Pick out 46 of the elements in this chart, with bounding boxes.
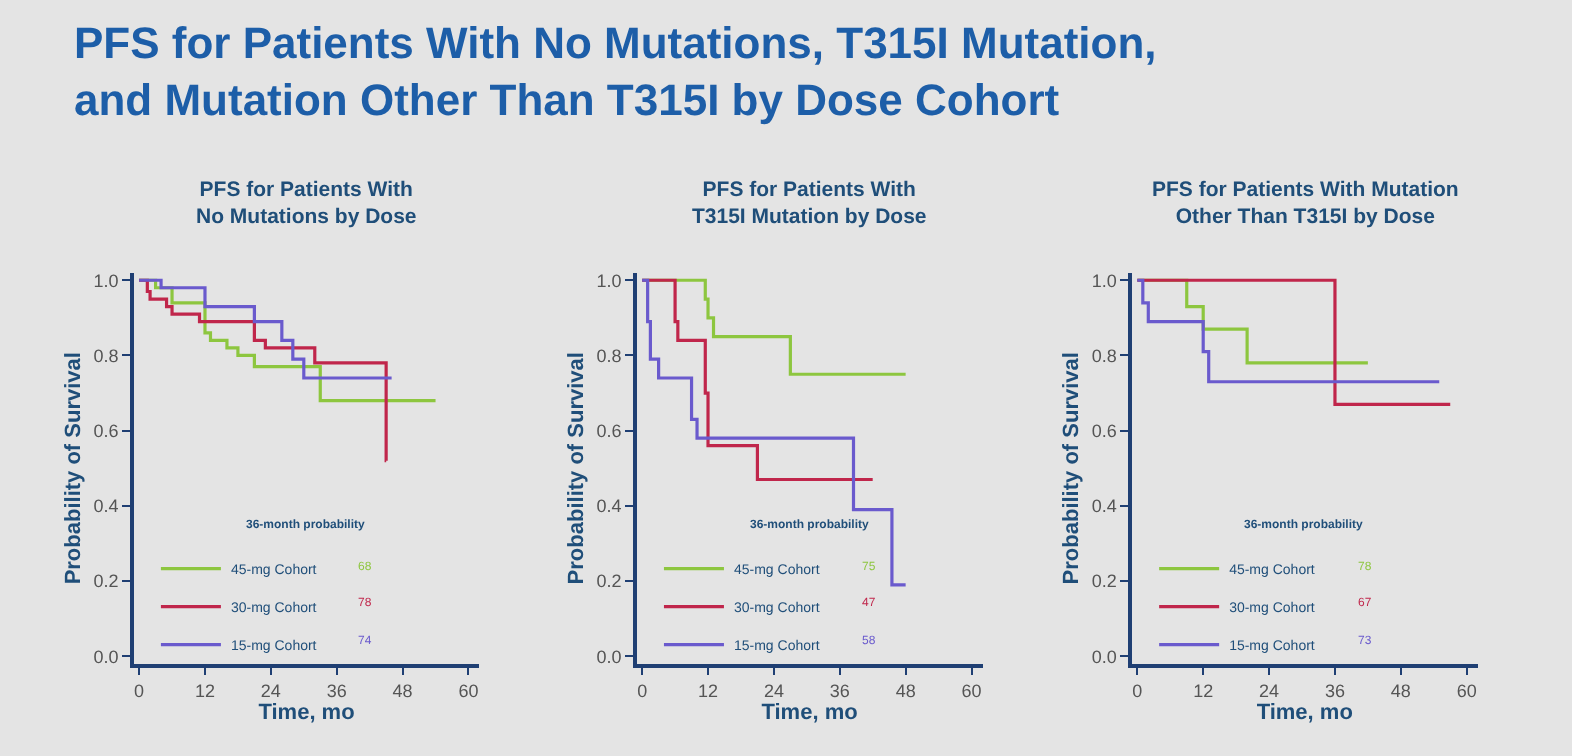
chart-title: PFS for Patients With No Mutations by Dose <box>196 178 417 230</box>
y-tick-label: 0.2 <box>596 571 622 592</box>
x-tick-label: 12 <box>1193 680 1214 701</box>
x-tick-label: 60 <box>1456 680 1477 701</box>
x-tick-label: 0 <box>1132 680 1143 701</box>
x-axis-title: Time, mo <box>761 700 859 725</box>
x-tick-label: 0 <box>134 680 145 701</box>
y-tick-label: 0.0 <box>1091 646 1117 667</box>
chart-title: PFS for Patients With Mutation Other Than T315I by Dose <box>1152 178 1459 230</box>
x-tick-label: 48 <box>392 680 413 701</box>
x-axis-title: Time, mo <box>1256 700 1354 725</box>
y-tick-label: 0.0 <box>93 646 119 667</box>
x-tick-label: 60 <box>961 680 982 701</box>
x-tick-label: 36 <box>1324 680 1345 701</box>
y-tick-label: 1.0 <box>93 270 119 291</box>
x-axis-title: Time, mo <box>258 700 356 725</box>
y-tick-label: 0.8 <box>93 345 119 366</box>
text: PFS for Patients With No Mutations, T315I Mutation, and Mutation Other Than T315I by Dose Cohort <box>74 18 1157 126</box>
y-tick-label: 1.0 <box>596 270 622 291</box>
x-tick-label: 36 <box>326 680 347 701</box>
y-tick-label: 0.4 <box>596 496 622 517</box>
y-tick-label: 0.2 <box>93 571 119 592</box>
y-axis-title: Probability of Survival <box>1060 352 1085 585</box>
x-tick-label: 0 <box>637 680 648 701</box>
y-tick-label: 0.6 <box>93 420 119 441</box>
y-tick-label: 0.6 <box>1091 420 1117 441</box>
y-tick-label: 0.0 <box>596 646 622 667</box>
x-tick-label: 24 <box>763 680 784 701</box>
chart-title: PFS for Patients With T315I Mutation by Dose <box>692 178 927 230</box>
x-tick-label: 60 <box>458 680 479 701</box>
y-axis-title: Probability of Survival <box>564 352 589 585</box>
y-tick-label: 0.8 <box>596 345 622 366</box>
y-axis-title: Probability of Survival <box>61 352 86 585</box>
y-tick-label: 1.0 <box>1091 270 1117 291</box>
x-tick-label: 12 <box>698 680 719 701</box>
x-tick-label: 24 <box>1259 680 1280 701</box>
y-tick-label: 0.6 <box>596 420 622 441</box>
y-tick-label: 0.8 <box>1091 345 1117 366</box>
y-tick-label: 0.4 <box>1091 496 1117 517</box>
y-tick-label: 0.4 <box>93 496 119 517</box>
y-tick-label: 0.2 <box>1091 571 1117 592</box>
x-tick-label: 48 <box>1390 680 1411 701</box>
x-tick-label: 24 <box>260 680 281 701</box>
x-tick-label: 48 <box>895 680 916 701</box>
x-tick-label: 36 <box>829 680 850 701</box>
x-tick-label: 12 <box>194 680 215 701</box>
